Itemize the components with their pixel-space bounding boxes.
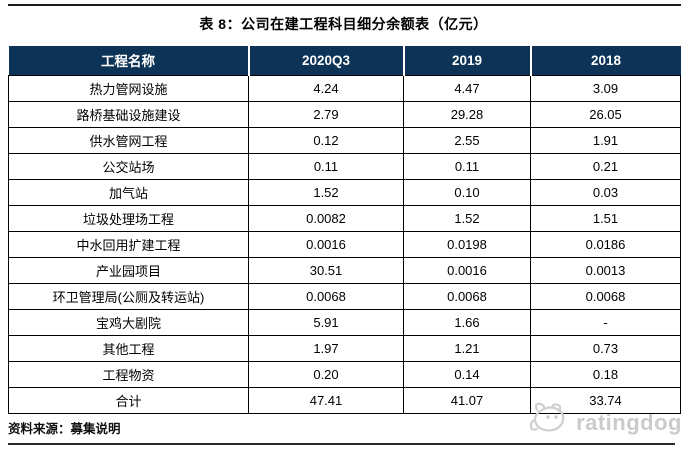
table-row: 公交站场 0.11 0.11 0.21 [8, 152, 681, 180]
table-row: 合计 47.41 41.07 33.74 [8, 386, 681, 414]
project-name-cell: 中水回用扩建工程 [8, 230, 249, 258]
value-cell: 0.0016 [403, 256, 531, 284]
top-divider-line [8, 4, 681, 6]
value-cell: 30.51 [248, 256, 404, 284]
value-cell: 0.21 [530, 152, 681, 180]
table-row: 垃圾处理场工程 0.0082 1.52 1.51 [8, 204, 681, 232]
value-cell: 0.20 [248, 360, 404, 388]
table-row: 其他工程 1.97 1.21 0.73 [8, 334, 681, 362]
table-header-row: 工程名称 2020Q3 2019 2018 [8, 46, 681, 75]
project-name-cell: 热力管网设施 [8, 74, 249, 102]
brand-watermark: ratingdog [527, 401, 682, 444]
value-cell: 0.73 [530, 334, 681, 362]
project-name-cell: 公交站场 [8, 152, 249, 180]
value-cell: 1.51 [530, 204, 681, 232]
value-cell: 2.55 [403, 126, 531, 154]
value-cell: 0.0068 [530, 282, 681, 310]
value-cell: 0.03 [530, 178, 681, 206]
table-row: 宝鸡大剧院 5.91 1.66- [8, 308, 681, 336]
value-cell: 1.52 [248, 178, 404, 206]
table-title: 表 8：公司在建工程科目细分余额表（亿元） [199, 16, 488, 32]
project-name-cell: 产业园项目 [8, 256, 249, 284]
construction-balance-table: 工程名称 2020Q3 2019 2018 热力管网设施 4.24 4.47 3.09 路桥基… [8, 46, 681, 414]
value-cell: 3.09 [530, 74, 681, 102]
value-cell: 0.12 [248, 126, 404, 154]
value-cell: 0.0016 [248, 230, 404, 258]
table-row: 中水回用扩建工程 0.0016 0.0198 0.0186 [8, 230, 681, 258]
value-cell: 47.41 [248, 386, 404, 414]
value-cell: 2.79 [248, 100, 404, 128]
value-cell: 0.11 [248, 152, 404, 180]
value-cell: 0.0068 [248, 282, 404, 310]
value-cell: 1.66 [403, 308, 531, 336]
table-row: 供水管网工程 0.12 2.55 1.91 [8, 126, 681, 154]
value-cell: 29.28 [403, 100, 531, 128]
value-cell: 5.91 [248, 308, 404, 336]
table-row: 热力管网设施 4.24 4.47 3.09 [8, 74, 681, 102]
value-cell: 1.97 [248, 334, 404, 362]
project-name-cell: 其他工程 [8, 334, 249, 362]
value-cell: 41.07 [403, 386, 531, 414]
table-row: 工程物资 0.20 0.14 0.18 [8, 360, 681, 388]
project-name-cell: 垃圾处理场工程 [8, 204, 249, 232]
table-body: 热力管网设施 4.24 4.47 3.09 路桥基础设施建设 2.79 29.28 26.05… [8, 74, 681, 414]
value-cell: 0.0198 [403, 230, 531, 258]
column-header-3: 2018 [529, 46, 681, 75]
value-cell: 1.52 [403, 204, 531, 232]
project-name-cell: 合计 [8, 386, 249, 414]
project-name-cell: 路桥基础设施建设 [8, 100, 249, 128]
project-name-cell: 供水管网工程 [8, 126, 249, 154]
value-cell: 0.18 [530, 360, 681, 388]
value-cell: 1.21 [403, 334, 531, 362]
table-row: 产业园项目 30.51 0.0016 0.0013 [8, 256, 681, 284]
value-cell: 0.0082 [248, 204, 404, 232]
value-cell: 0.0068 [403, 282, 531, 310]
table-row: 环卫管理局(公厕及转运站) 0.0068 0.0068 0.0068 [8, 282, 681, 310]
value-cell: 0.14 [403, 360, 531, 388]
project-name-cell: 环卫管理局(公厕及转运站) [8, 282, 249, 310]
value-cell: 0.10 [403, 178, 531, 206]
column-header-2: 2019 [402, 46, 531, 75]
value-cell: 26.05 [530, 100, 681, 128]
value-cell: - [530, 308, 681, 336]
value-cell: 0.0186 [530, 230, 681, 258]
value-cell: 4.47 [403, 74, 531, 102]
data-source-note: 资料来源：募集说明 [8, 422, 121, 436]
project-name-cell: 加气站 [8, 178, 249, 206]
value-cell: 4.24 [248, 74, 404, 102]
brand-name: ratingdog [576, 409, 682, 435]
column-header-1: 2020Q3 [247, 46, 404, 75]
bottom-divider-line [8, 443, 675, 445]
dog-logo-icon [527, 401, 571, 444]
project-name-cell: 宝鸡大剧院 [8, 308, 249, 336]
table-row: 加气站 1.52 0.10 0.03 [8, 178, 681, 206]
column-header-0: 工程名称 [8, 46, 249, 75]
value-cell: 0.11 [403, 152, 531, 180]
project-name-cell: 工程物资 [8, 360, 249, 388]
table-row: 路桥基础设施建设 2.79 29.28 26.05 [8, 100, 681, 128]
value-cell: 0.0013 [530, 256, 681, 284]
value-cell: 1.91 [530, 126, 681, 154]
